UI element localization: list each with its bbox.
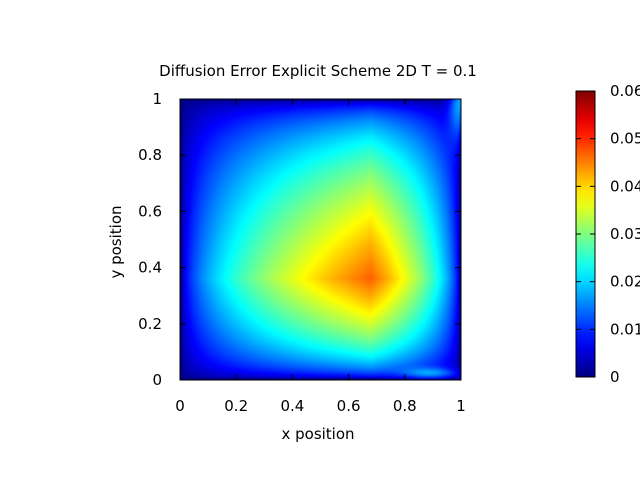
- colorbar-ticks: 0 0.01 0.02 0.03 0.04 0.05 0.06: [576, 82, 640, 386]
- y-tick-label: 0.4: [138, 259, 162, 277]
- x-tick-label: 0.2: [224, 397, 248, 415]
- colorbar: 0 0.01 0.02 0.03 0.04 0.05 0.06: [575, 82, 640, 386]
- colorbar-gradient: [576, 91, 595, 377]
- colorbar-tick-label: 0.04: [610, 177, 640, 195]
- plot-area: [179, 98, 462, 381]
- x-axis: 0 0.2 0.4 0.6 0.8 1: [175, 99, 466, 415]
- y-tick-label: 0.2: [138, 315, 162, 333]
- x-tick-label: 0.8: [393, 397, 417, 415]
- x-tick-label: 0: [175, 397, 185, 415]
- colorbar-tick-label: 0.03: [610, 225, 640, 243]
- y-tick-label: 0.6: [138, 202, 162, 220]
- y-tick-label: 0: [152, 371, 162, 389]
- y-tick-label: 0.8: [138, 146, 162, 164]
- chart-title: Diffusion Error Explicit Scheme 2D T = 0…: [159, 62, 477, 80]
- heatmap-image: [180, 99, 461, 380]
- colorbar-tick-label: 0.01: [610, 320, 640, 338]
- x-tick-label: 0.4: [280, 397, 304, 415]
- y-tick-label: 1: [152, 90, 162, 108]
- y-axis-label: y position: [107, 205, 125, 278]
- colorbar-tick-label: 0: [610, 368, 620, 386]
- colorbar-tick-label: 0.05: [610, 130, 640, 148]
- x-axis-label: x position: [281, 425, 354, 443]
- x-tick-label: 1: [456, 397, 466, 415]
- x-tick-label: 0.6: [337, 397, 361, 415]
- y-axis: 0 0.2 0.4 0.6 0.8 1: [138, 90, 461, 389]
- colorbar-tick-label: 0.02: [610, 273, 640, 291]
- colorbar-tick-label: 0.06: [610, 82, 640, 100]
- plot-frame: [179, 98, 462, 381]
